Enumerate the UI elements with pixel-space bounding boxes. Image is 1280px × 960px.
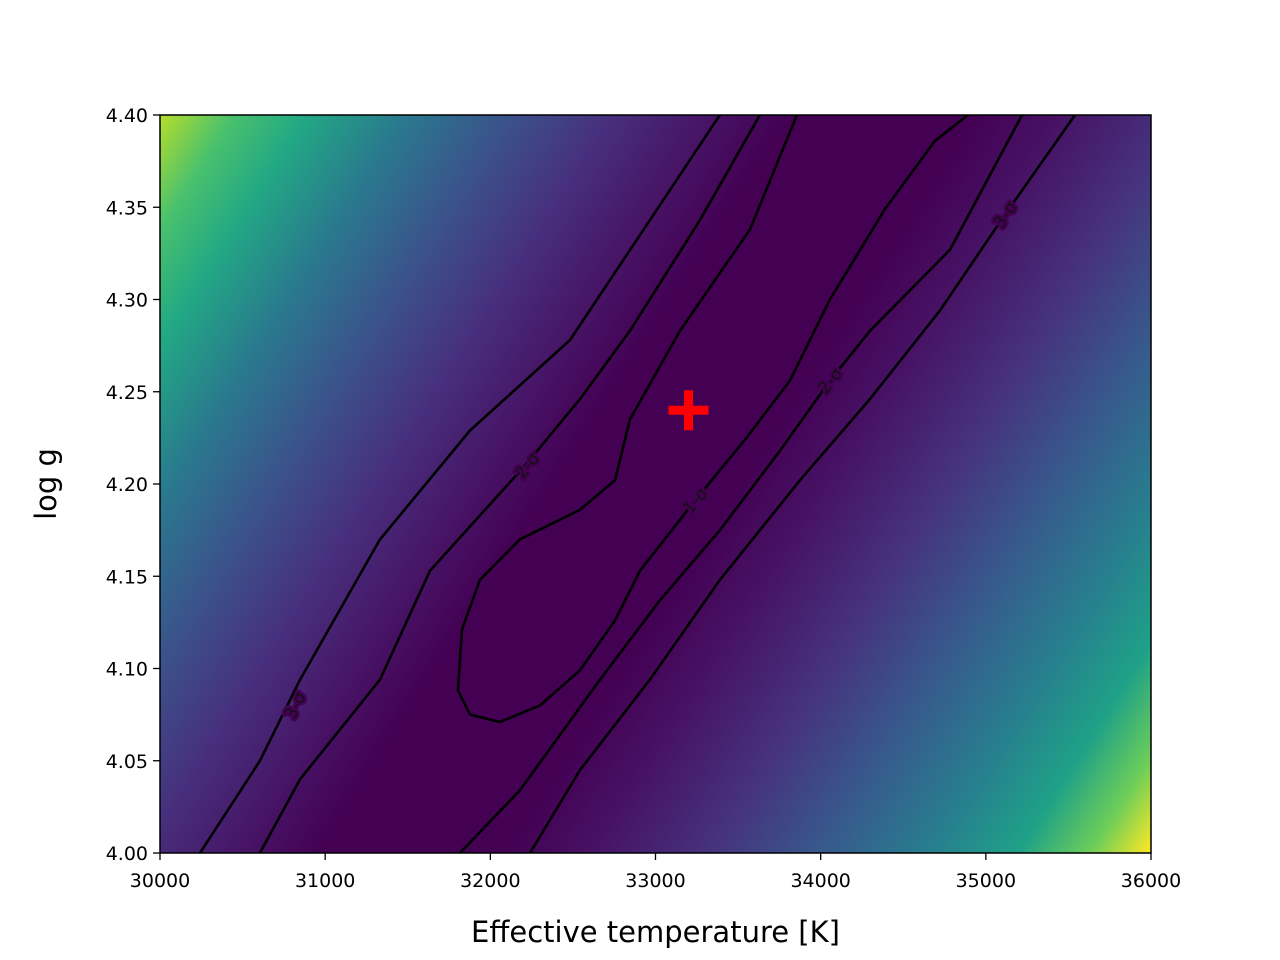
y-tick-label: 4.15 (106, 566, 148, 588)
x-tick-label: 35000 (956, 870, 1016, 892)
x-axis-label: Effective temperature [K] (471, 915, 840, 949)
contour-line (458, 115, 1024, 853)
x-tick-label: 34000 (790, 870, 850, 892)
y-tick-label: 4.10 (106, 659, 148, 681)
y-tick-label: 4.25 (106, 382, 148, 404)
contour-line (528, 115, 1077, 853)
x-tick-label: 30000 (130, 870, 190, 892)
contour-line (258, 115, 762, 853)
y-tick-label: 4.00 (106, 843, 148, 865)
x-tick-label: 32000 (460, 870, 520, 892)
y-axis-label: log g (29, 448, 63, 520)
y-tick-label: 4.30 (106, 290, 148, 312)
y-tick-label: 4.35 (106, 197, 148, 219)
x-tick-label: 36000 (1121, 870, 1181, 892)
y-tick-label: 4.40 (106, 105, 148, 127)
y-tick-label: 4.20 (106, 474, 148, 496)
contour-line (456, 115, 969, 724)
x-tick-label: 33000 (625, 870, 685, 892)
y-tick-label: 4.05 (106, 751, 148, 773)
contour-line (198, 115, 721, 853)
heatmap (160, 115, 1151, 853)
x-tick-label: 31000 (295, 870, 355, 892)
best-fit-marker (668, 390, 709, 431)
